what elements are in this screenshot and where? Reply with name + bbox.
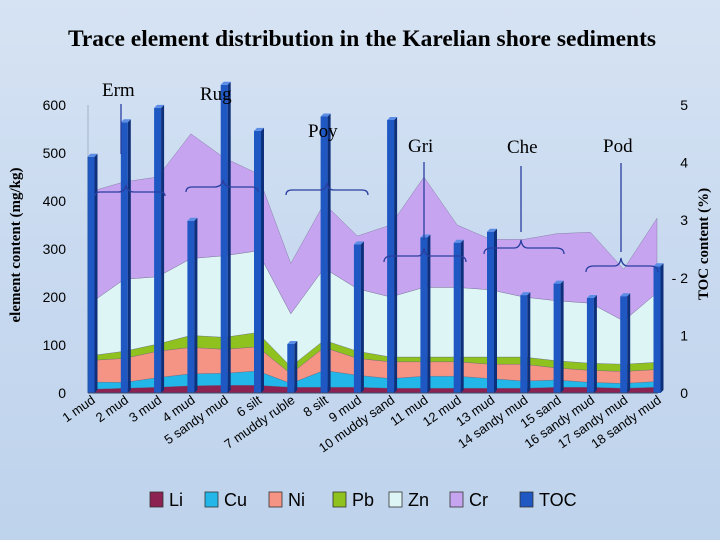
toc-bar: [87, 153, 98, 393]
legend-label: Pb: [352, 490, 374, 510]
y2-tick-label: 5: [680, 97, 688, 113]
group-label-erm: Erm: [102, 80, 135, 101]
legend-item-zn: Zn: [388, 490, 429, 510]
legend-label: TOC: [539, 490, 577, 510]
y-axis-label: element content (mg/kg): [8, 168, 24, 323]
plot-area: [87, 81, 664, 394]
group-label-che: Che: [507, 137, 538, 158]
legend-item-cu: Cu: [204, 490, 247, 510]
y2-tick-label: 3: [680, 212, 688, 228]
legend-item-cr: Cr: [449, 490, 488, 510]
y2-tick-label: - 2: [672, 270, 689, 286]
y2-tick-label: 4: [680, 155, 688, 171]
y2-tick-label: 0: [680, 385, 688, 401]
toc-bar: [553, 280, 564, 393]
y2-axis-label: TOC content (%): [696, 188, 712, 300]
chart-title: Trace element distribution in the Kareli…: [68, 26, 656, 52]
y-tick-label: 400: [43, 193, 67, 209]
y-axis-ticks: 0 100 200 300 400 500 600: [43, 97, 67, 401]
legend-swatch: [449, 491, 464, 508]
legend: Li Cu Ni Pb Zn Cr TOC: [149, 490, 577, 510]
legend-swatch: [388, 491, 403, 508]
legend-label: Zn: [408, 490, 429, 510]
group-bracket-erm: [94, 184, 166, 197]
toc-bar: [520, 292, 531, 393]
y-tick-label: 200: [43, 289, 67, 305]
y2-axis-ticks: 0 1 - 2 3 4 5: [672, 97, 689, 401]
y2-tick-label: 1: [680, 327, 688, 343]
legend-label: Cu: [224, 490, 247, 510]
legend-item-pb: Pb: [332, 490, 374, 510]
y-tick-label: 300: [43, 241, 67, 257]
legend-swatch: [519, 491, 534, 508]
legend-item-li: Li: [149, 490, 183, 510]
y-tick-label: 100: [43, 337, 67, 353]
legend-swatch: [204, 491, 219, 508]
legend-item-ni: Ni: [268, 490, 305, 510]
legend-item-toc: TOC: [519, 490, 577, 510]
toc-bar: [487, 228, 497, 393]
legend-swatch: [149, 491, 164, 508]
group-annotations: Erm Rug Poy Gri Che Pod: [94, 80, 659, 273]
x-tick-label: 8 silt: [300, 392, 331, 420]
toc-bar: [620, 293, 631, 393]
toc-bar: [653, 263, 664, 393]
y-tick-label: 600: [43, 97, 67, 113]
legend-label: Cr: [469, 490, 488, 510]
toc-bar: [220, 81, 231, 394]
group-label-poy: Poy: [308, 121, 338, 142]
group-bracket-gri: [383, 247, 467, 263]
toc-bar: [154, 104, 165, 394]
x-tick-label: 3 mud: [126, 392, 164, 425]
legend-swatch: [268, 491, 283, 508]
toc-bar: [420, 234, 431, 393]
group-label-rug: Rug: [200, 84, 232, 105]
legend-label: Ni: [288, 490, 305, 510]
toc-bar: [387, 117, 398, 393]
toc-bar: [453, 239, 464, 393]
group-bracket-che: [483, 239, 565, 255]
toc-bar: [187, 217, 198, 393]
toc-bar: [287, 341, 298, 393]
toc-bar: [254, 127, 264, 393]
group-label-pod: Pod: [603, 136, 633, 157]
legend-label: Li: [169, 490, 183, 510]
group-bracket-poy: [285, 182, 369, 196]
group-bracket-rug: [185, 179, 259, 193]
x-tick-label: 2 mud: [93, 392, 131, 425]
group-label-gri: Gri: [408, 136, 433, 157]
stacked-areas: [90, 133, 658, 394]
toc-bar: [320, 113, 331, 393]
y-tick-label: 0: [58, 385, 66, 401]
legend-swatch: [332, 491, 347, 508]
group-bracket-pod: [585, 257, 659, 273]
toc-bar: [353, 241, 364, 393]
toc-bar: [120, 119, 131, 394]
toc-bar: [586, 295, 597, 393]
y-tick-label: 500: [43, 145, 67, 161]
